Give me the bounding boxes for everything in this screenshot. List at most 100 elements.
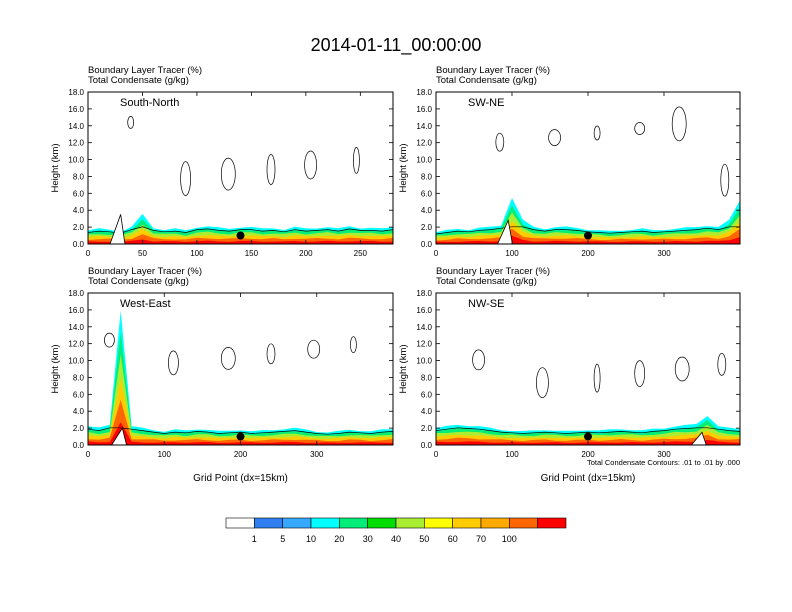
y-axis-label: Height (km) xyxy=(398,344,409,393)
cloud-contour xyxy=(495,132,505,152)
location-marker xyxy=(584,432,592,441)
y-tick-label: 0.0 xyxy=(421,441,433,450)
y-tick-label: 0.0 xyxy=(73,240,85,249)
y-tick-label: 4.0 xyxy=(421,407,433,416)
cloud-contour xyxy=(304,150,317,180)
x-tick-label: 200 xyxy=(581,450,595,459)
panel-2: Boundary Layer Tracer (%)Total Condensat… xyxy=(398,65,741,258)
x-tick-label: 50 xyxy=(138,249,147,258)
cloud-contour xyxy=(220,157,236,191)
y-tick-label: 10.0 xyxy=(416,357,432,366)
terrain-peak xyxy=(497,219,513,244)
panel-subtitle-condensate: Total Condensate (g/kg) xyxy=(88,75,189,86)
condensate-contours xyxy=(88,332,393,435)
y-tick-label: 2.0 xyxy=(73,424,85,433)
colorbar-swatch xyxy=(310,517,340,529)
y-tick-label: 6.0 xyxy=(421,189,433,198)
y-tick-label: 8.0 xyxy=(73,373,85,382)
cloud-contour xyxy=(548,129,561,146)
x-tick-label: 0 xyxy=(86,249,91,258)
x-tick-label: 100 xyxy=(158,450,172,459)
plot-area xyxy=(88,92,393,244)
x-tick-label: 150 xyxy=(245,249,259,258)
x-tick-label: 100 xyxy=(505,450,519,459)
y-tick-label: 2.0 xyxy=(421,223,433,232)
x-tick-label: 0 xyxy=(434,249,439,258)
condensate-contours xyxy=(436,349,740,434)
panel-label: SW-NE xyxy=(468,97,504,109)
location-marker xyxy=(236,432,245,441)
plot-frame xyxy=(87,91,394,245)
panel-label: West-East xyxy=(120,298,171,310)
colorbar-label: 100 xyxy=(502,534,517,544)
colorbar-swatch xyxy=(424,517,453,529)
x-tick-label: 100 xyxy=(190,249,204,258)
panel-subtitle-tracer: Boundary Layer Tracer (%) xyxy=(88,266,202,277)
y-tick-label: 6.0 xyxy=(73,390,85,399)
cloud-contour xyxy=(634,360,646,387)
terrain-peak xyxy=(109,214,126,244)
y-tick-label: 18.0 xyxy=(416,88,432,97)
x-tick-label: 300 xyxy=(657,450,671,459)
boundary-contour xyxy=(436,427,740,434)
panel-subtitle-condensate: Total Condensate (g/kg) xyxy=(436,276,537,287)
cloud-contour xyxy=(104,332,115,348)
y-tick-label: 8.0 xyxy=(73,172,85,181)
colorbar-swatch xyxy=(339,517,368,529)
cloud-contour xyxy=(671,106,687,142)
panels: Boundary Layer Tracer (%)Total Condensat… xyxy=(50,65,741,484)
y-tick-label: 0.0 xyxy=(421,240,433,249)
x-tick-label: 300 xyxy=(310,450,324,459)
y-tick-label: 8.0 xyxy=(421,172,433,181)
plot-area xyxy=(436,92,740,244)
cloud-contour xyxy=(717,353,727,376)
y-tick-label: 18.0 xyxy=(68,88,84,97)
panel-label: NW-SE xyxy=(468,298,504,310)
colorbar-label: 70 xyxy=(476,534,486,544)
y-tick-label: 14.0 xyxy=(68,323,84,332)
cloud-contour xyxy=(180,161,191,196)
cloud-contour xyxy=(720,163,730,197)
y-tick-label: 12.0 xyxy=(68,340,84,349)
panel-4: Boundary Layer Tracer (%)Total Condensat… xyxy=(398,266,741,484)
cloud-contour xyxy=(168,350,179,376)
cloud-contour xyxy=(350,336,357,354)
cloud-contour xyxy=(472,349,485,371)
y-tick-label: 6.0 xyxy=(73,189,85,198)
colorbar-label: 1 xyxy=(252,534,257,544)
y-tick-label: 6.0 xyxy=(421,390,433,399)
colorbar-swatch xyxy=(282,517,312,529)
panel-subtitle-tracer: Boundary Layer Tracer (%) xyxy=(436,266,550,277)
y-axis-label: Height (km) xyxy=(50,344,61,393)
y-tick-label: 2.0 xyxy=(421,424,433,433)
colorbar-swatch xyxy=(225,517,255,529)
boundary-contour xyxy=(88,226,393,234)
x-tick-label: 0 xyxy=(86,450,91,459)
x-axis-label: Grid Point (dx=15km) xyxy=(193,473,288,484)
colorbar-swatch xyxy=(367,517,397,529)
terrain-peak xyxy=(690,431,707,445)
y-tick-label: 18.0 xyxy=(68,289,84,298)
panel-subtitle-condensate: Total Condensate (g/kg) xyxy=(88,276,189,287)
colorbar-label: 20 xyxy=(334,534,344,544)
y-tick-label: 18.0 xyxy=(416,289,432,298)
panel-label: South-North xyxy=(120,97,179,109)
panel-3: Boundary Layer Tracer (%)Total Condensat… xyxy=(50,266,394,484)
y-tick-label: 10.0 xyxy=(416,156,432,165)
colorbar-swatch xyxy=(452,517,482,529)
x-tick-label: 250 xyxy=(354,249,368,258)
cloud-contour xyxy=(220,347,236,370)
colorbar-swatch xyxy=(537,517,567,529)
cloud-contour xyxy=(353,147,360,174)
cloud-contour xyxy=(536,367,549,399)
panel-subtitle-condensate: Total Condensate (g/kg) xyxy=(436,75,537,86)
x-tick-label: 200 xyxy=(299,249,313,258)
colorbar-swatch xyxy=(395,517,425,529)
y-tick-label: 12.0 xyxy=(68,139,84,148)
y-tick-label: 12.0 xyxy=(416,340,432,349)
boundary-contour xyxy=(88,427,393,435)
colorbar-label: 5 xyxy=(280,534,285,544)
x-tick-label: 0 xyxy=(434,450,439,459)
colorbar-swatch xyxy=(480,517,510,529)
y-tick-label: 16.0 xyxy=(416,306,432,315)
